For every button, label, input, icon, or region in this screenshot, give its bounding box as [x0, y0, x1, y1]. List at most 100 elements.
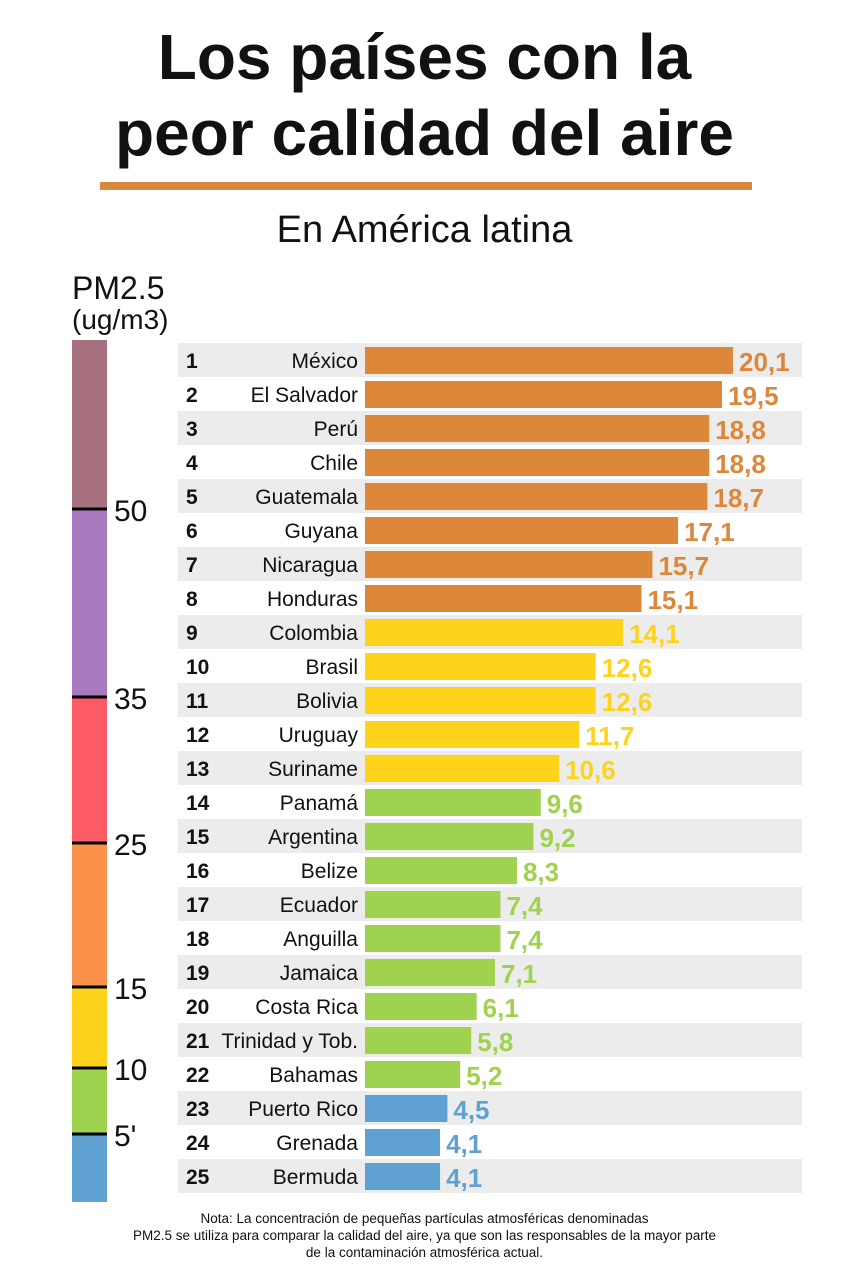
bar — [365, 789, 541, 816]
bar — [365, 619, 624, 646]
bar — [365, 653, 596, 680]
rank-label: 12 — [186, 724, 209, 747]
rank-label: 5 — [186, 486, 198, 509]
country-label: Ecuador — [280, 894, 358, 917]
country-label: Honduras — [267, 588, 358, 611]
rank-label: 7 — [186, 554, 198, 577]
value-label: 5,2 — [466, 1061, 502, 1091]
country-label: Trinidad y Tob. — [221, 1030, 358, 1053]
country-label: Puerto Rico — [248, 1098, 358, 1121]
bar — [365, 517, 679, 544]
scale-band-5 — [72, 509, 107, 697]
footnote-line-2: PM2.5 se utiliza para comparar la calida… — [132, 1228, 717, 1243]
rank-label: 15 — [186, 826, 210, 849]
value-label: 19,5 — [728, 381, 779, 411]
footnote: Nota: La concentración de pequeñas partí… — [60, 1210, 789, 1261]
country-label: Colombia — [269, 622, 358, 645]
scale-band-3 — [72, 843, 107, 987]
bar — [365, 585, 642, 612]
scale-band-0 — [72, 1134, 107, 1202]
country-label: Suriname — [268, 758, 358, 781]
value-label: 5,8 — [477, 1027, 513, 1057]
rank-label: 3 — [186, 418, 198, 441]
country-label: Panamá — [280, 792, 359, 815]
rank-label: 14 — [186, 792, 210, 815]
bar — [365, 687, 596, 714]
row-stripe — [178, 1159, 802, 1193]
value-label: 15,1 — [647, 585, 698, 615]
value-label: 4,5 — [453, 1095, 489, 1125]
rank-label: 4 — [186, 452, 198, 475]
rank-label: 17 — [186, 894, 209, 917]
rank-label: 13 — [186, 758, 209, 781]
bar — [365, 1129, 441, 1156]
bar — [365, 1163, 441, 1190]
bar — [365, 993, 477, 1020]
country-label: Guyana — [284, 520, 358, 543]
bar — [365, 755, 560, 782]
country-label: Bahamas — [269, 1064, 358, 1087]
rank-label: 23 — [186, 1098, 209, 1121]
scale-band-6 — [72, 340, 107, 509]
scale-tick-label-3: 25 — [114, 829, 147, 862]
bar — [365, 347, 733, 374]
bar — [365, 551, 653, 578]
value-label: 11,7 — [585, 721, 634, 751]
value-label: 15,7 — [658, 551, 709, 581]
country-label: Perú — [314, 418, 358, 441]
rank-label: 18 — [186, 928, 210, 951]
value-label: 18,8 — [715, 449, 766, 479]
value-label: 9,2 — [539, 823, 575, 853]
rank-label: 2 — [186, 384, 198, 407]
scale-band-4 — [72, 697, 107, 843]
rank-label: 1 — [186, 350, 198, 373]
rank-label: 20 — [186, 996, 209, 1019]
bar — [365, 925, 501, 952]
value-label: 12,6 — [602, 653, 653, 683]
country-label: México — [291, 350, 358, 373]
country-label: Guatemala — [255, 486, 358, 509]
country-label: Uruguay — [279, 724, 359, 747]
row-stripe — [178, 1091, 802, 1125]
rank-label: 22 — [186, 1064, 209, 1087]
page-title-line-2: peor calidad del aire — [115, 97, 734, 169]
bar — [365, 959, 495, 986]
rank-label: 24 — [186, 1132, 210, 1155]
value-label: 7,4 — [506, 925, 543, 955]
bar — [365, 449, 710, 476]
value-label: 4,1 — [446, 1129, 482, 1159]
scale-tick-label-2: 15 — [114, 973, 147, 1006]
country-label: Brasil — [305, 656, 358, 679]
value-label: 18,8 — [715, 415, 766, 445]
bar — [365, 1027, 472, 1054]
scale-tick-label-1: 10 — [114, 1054, 147, 1087]
country-label: Bolivia — [296, 690, 358, 713]
value-label: 6,1 — [483, 993, 519, 1023]
rank-label: 11 — [186, 690, 209, 713]
country-label: Anguilla — [283, 928, 358, 951]
rank-label: 9 — [186, 622, 198, 645]
page-title-line-1: Los países con la — [157, 21, 692, 93]
rank-label: 25 — [186, 1166, 210, 1189]
bar — [365, 891, 501, 918]
rank-label: 6 — [186, 520, 198, 543]
bar — [365, 1061, 461, 1088]
bar — [365, 823, 534, 850]
rank-label: 8 — [186, 588, 198, 611]
scale-band-2 — [72, 987, 107, 1068]
country-label: El Salvador — [251, 384, 358, 407]
bar — [365, 857, 517, 884]
title-divider — [100, 182, 752, 190]
country-label: Bermuda — [273, 1166, 359, 1189]
country-label: Jamaica — [280, 962, 359, 985]
rank-label: 10 — [186, 656, 209, 679]
bar — [365, 381, 723, 408]
scale-tick-label-5: 50 — [114, 495, 147, 528]
row-stripe — [178, 1023, 802, 1057]
page-subtitle: En América latina — [276, 209, 573, 251]
scale-band-1 — [72, 1068, 107, 1134]
bar — [365, 721, 580, 748]
bar — [365, 483, 708, 510]
value-label: 10,6 — [565, 755, 616, 785]
